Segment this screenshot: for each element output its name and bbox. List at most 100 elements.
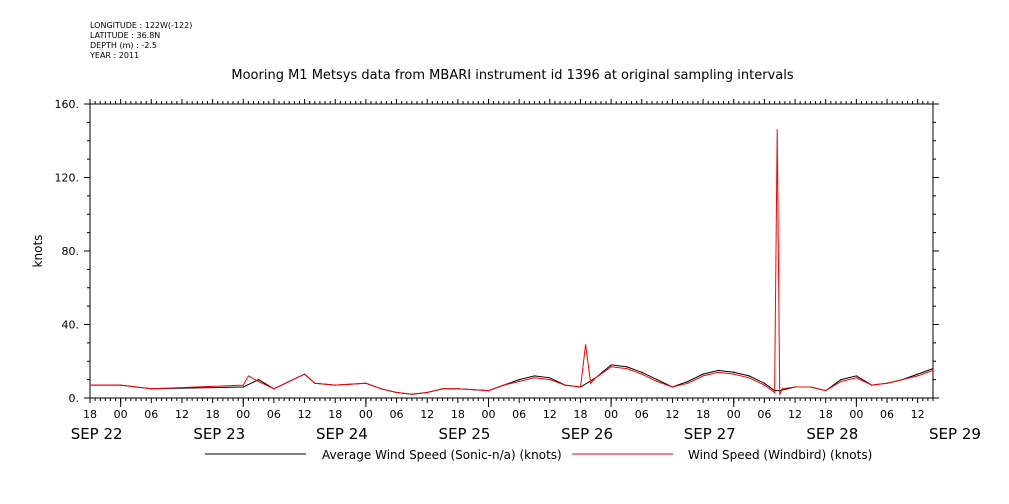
data-point (258, 380, 260, 383)
x-hour-label: 12 (175, 408, 189, 421)
y-tick-label: 40. (62, 319, 80, 332)
x-hour-label: 18 (696, 408, 710, 421)
x-hour-label: 12 (298, 408, 312, 421)
data-point (242, 384, 244, 386)
meta-longitude: LONGITUDE : 122W(-122) (90, 21, 193, 30)
y-axis-label: knots (31, 235, 45, 268)
data-point (825, 390, 827, 392)
metadata-block: LONGITUDE : 122W(-122) LATITUDE : 36.8N … (90, 21, 192, 61)
data-point (855, 377, 857, 379)
data-point (518, 380, 520, 383)
data-point (487, 390, 490, 392)
x-hour-label: 18 (573, 408, 587, 421)
data-point (809, 386, 811, 388)
data-point (579, 386, 582, 388)
x-hour-label: 12 (665, 408, 679, 421)
data-point (779, 393, 781, 395)
x-hour-label: 00 (727, 408, 741, 421)
x-hour-label: 18 (819, 408, 833, 421)
x-hour-label: 06 (390, 408, 404, 421)
data-point (781, 388, 783, 390)
x-hour-label: 06 (267, 408, 281, 421)
data-point (702, 375, 704, 377)
series-line-1 (90, 364, 934, 395)
data-point (840, 380, 842, 383)
x-day-label: SEP 25 (439, 425, 491, 443)
x-day-label: SEP 24 (316, 425, 368, 443)
data-point (380, 388, 382, 390)
x-hour-label: 00 (482, 408, 496, 421)
data-point (426, 391, 428, 394)
data-point (748, 375, 750, 377)
data-point (641, 371, 643, 373)
x-hour-label: 06 (880, 408, 894, 421)
data-point (671, 386, 674, 388)
x-hour-label: 00 (114, 408, 128, 421)
data-point (932, 368, 934, 370)
data-point (917, 373, 919, 375)
x-hour-label: 12 (911, 408, 925, 421)
data-point (702, 373, 704, 375)
data-point (733, 371, 735, 373)
data-point (334, 384, 336, 386)
data-point (395, 391, 398, 394)
y-tick-label: 0. (69, 392, 80, 405)
x-hour-label: 06 (635, 408, 649, 421)
data-point (314, 382, 316, 384)
x-day-label: SEP 27 (684, 425, 736, 443)
data-point (247, 375, 249, 377)
data-point (855, 375, 857, 377)
x-hour-label: 12 (788, 408, 802, 421)
data-point (625, 366, 628, 368)
data-point (776, 129, 778, 131)
data-point (932, 369, 934, 372)
data-point (595, 377, 597, 379)
data-point (717, 369, 720, 372)
data-point (89, 384, 91, 386)
data-point (871, 384, 873, 386)
data-point (763, 384, 766, 386)
legend-label-1: Average Wind Speed (Sonic-n/a) (knots) (322, 448, 562, 462)
data-point (656, 379, 658, 381)
meta-year: YEAR : 2011 (90, 51, 140, 60)
data-point (717, 371, 720, 373)
data-point (687, 382, 689, 384)
data-point (258, 379, 260, 381)
data-point (625, 368, 628, 370)
data-point (533, 375, 536, 377)
data-point (610, 364, 612, 366)
x-hour-label: 06 (757, 408, 771, 421)
data-point (656, 380, 658, 383)
x-day-label: SEP 28 (806, 425, 858, 443)
data-point (518, 379, 520, 381)
data-point (564, 384, 566, 386)
y-tick-label: 120. (55, 172, 80, 185)
x-hour-label: 12 (420, 408, 434, 421)
data-point (365, 382, 367, 384)
data-point (120, 384, 122, 386)
chart-title: Mooring M1 Metsys data from MBARI instru… (231, 68, 794, 83)
x-hour-label: 12 (543, 408, 557, 421)
meta-depth: DEPTH (m) : -2.5 (90, 41, 157, 50)
data-point (242, 386, 244, 388)
data-point (533, 377, 536, 379)
data-point (503, 384, 505, 386)
data-point (457, 388, 459, 390)
data-point (549, 379, 551, 381)
data-point (840, 379, 842, 381)
data-point (733, 373, 735, 375)
data-point (135, 386, 137, 388)
data-point (917, 375, 919, 377)
x-hour-label: 00 (359, 408, 373, 421)
data-point (150, 388, 152, 390)
data-point (411, 393, 413, 395)
data-point (774, 391, 776, 394)
data-point (886, 382, 888, 384)
plot-frame (89, 103, 934, 399)
data-point (303, 373, 306, 375)
x-day-label: SEP 26 (561, 425, 613, 443)
x-hour-label: 18 (328, 408, 342, 421)
x-hour-label: 18 (83, 408, 97, 421)
data-point (584, 344, 587, 346)
data-point (441, 388, 444, 390)
